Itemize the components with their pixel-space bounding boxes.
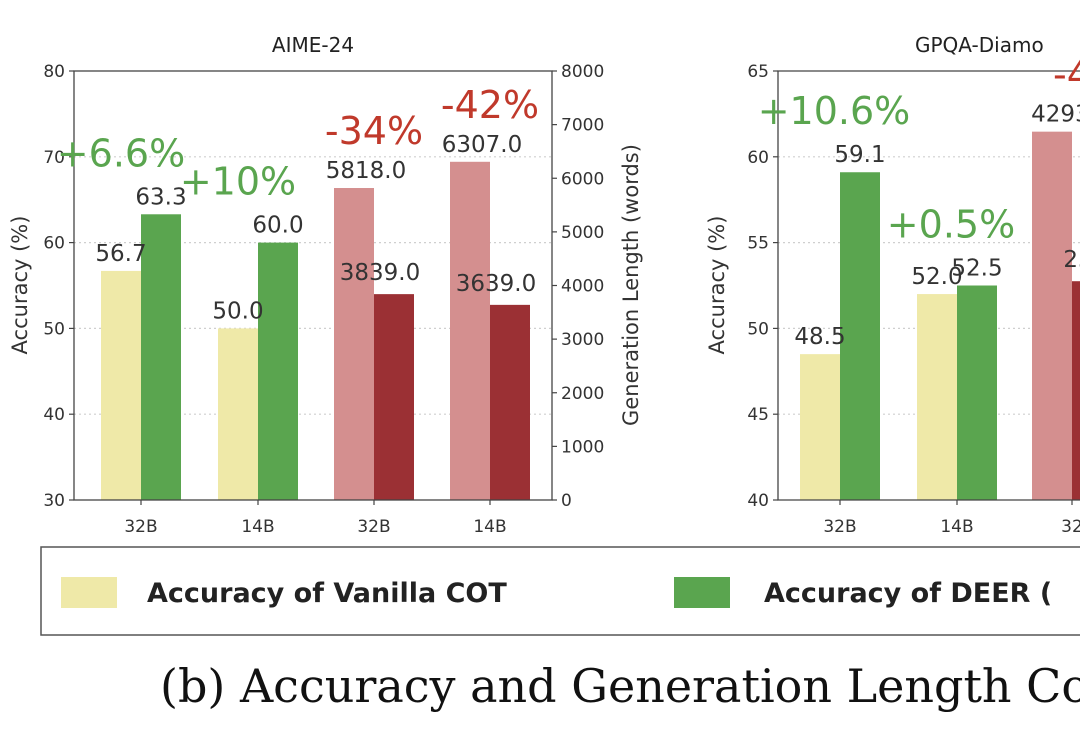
aime-x-ticks: 32B 14B 32B 14B xyxy=(124,500,507,537)
gpqa-title: GPQA-Diamo xyxy=(915,33,1044,57)
data-label-vanilla-accuracy: 56.7 xyxy=(95,241,146,267)
y-tick-label: 50 xyxy=(43,319,65,339)
legend-box xyxy=(40,546,1080,636)
data-label-vanilla-length: 4293. xyxy=(1031,102,1080,128)
y2-tick-label: 7000 xyxy=(561,116,604,136)
bar-vanilla-length xyxy=(1032,131,1072,501)
data-label-vanilla-accuracy: 48.5 xyxy=(794,324,845,350)
y2-tick-label: 4000 xyxy=(561,277,604,297)
bar-deer-accuracy xyxy=(840,172,880,500)
y-tick-label: 65 xyxy=(747,62,769,82)
aime-y-ticks: 30 40 50 60 70 80 xyxy=(43,62,74,511)
y-tick-label: 45 xyxy=(747,405,769,425)
data-label-deer-accuracy: 59.1 xyxy=(834,142,885,168)
y2-tick-label: 1000 xyxy=(561,437,604,457)
y2-tick-label: 8000 xyxy=(561,62,604,82)
gpqa-value-labels: 48.5 59.1 +10.6% 52.052.5 +0.5% 4293. 25 -4 xyxy=(758,53,1080,350)
figure-caption: (b) Accuracy and Generation Length Compa xyxy=(160,659,1080,713)
bar-vanilla-accuracy xyxy=(917,294,957,500)
y2-tick-label: 3000 xyxy=(561,330,604,350)
y-tick-label: 40 xyxy=(747,491,769,511)
data-label-deer-length: 3639.0 xyxy=(456,271,536,297)
legend-label-deer-accuracy: Accuracy of DEER ( xyxy=(764,578,1052,609)
delta-label-accuracy: +6.6% xyxy=(57,131,185,175)
data-label-vanilla-length: 6307.0 xyxy=(442,132,522,158)
data-label-deer-length: 3839.0 xyxy=(340,260,420,286)
data-label-deer-length: 25 xyxy=(1063,247,1080,273)
gpqa-panel: GPQA-Diamo 40 45 50 55 60 65 32B 14B 32 48.5 59.… xyxy=(705,33,1080,537)
delta-label-accuracy: +10.6% xyxy=(758,89,911,133)
legend-swatch-vanilla-accuracy xyxy=(61,577,117,608)
y-tick-label: 80 xyxy=(43,62,65,82)
y-tick-label: 50 xyxy=(747,319,769,339)
bar-vanilla-length xyxy=(334,188,374,500)
y2-tick-label: 0 xyxy=(561,491,572,511)
delta-label-accuracy: +10% xyxy=(180,160,296,204)
y-tick-label: 30 xyxy=(43,491,65,511)
data-label-vanilla-accuracy: 52.0 xyxy=(911,264,962,290)
bar-deer-accuracy xyxy=(957,285,997,500)
data-label-vanilla-accuracy: 50.0 xyxy=(212,298,263,324)
aime-panel: AIME-24 30 40 50 60 70 80 0 1000 2000 3000 4000 50… xyxy=(8,33,643,537)
delta-label-accuracy: +0.5% xyxy=(887,203,1015,247)
y-tick-label: 60 xyxy=(43,234,65,254)
bar-deer-length xyxy=(1072,281,1080,500)
aime-value-labels: 56.7 63.3 +6.6% 50.0 60.0 +10% 5818.0 3839.0 -34… xyxy=(57,83,539,325)
bar-vanilla-accuracy xyxy=(800,354,840,500)
bar-deer-accuracy xyxy=(141,214,181,500)
x-tick-label: 32B xyxy=(357,517,390,537)
data-label-deer-accuracy: 60.0 xyxy=(252,213,303,239)
y-tick-label: 60 xyxy=(747,148,769,168)
y2-tick-label: 2000 xyxy=(561,384,604,404)
aime-y2-ticks: 0 1000 2000 3000 4000 5000 6000 7000 8000 xyxy=(552,62,604,511)
gpqa-plot-frame xyxy=(777,70,1080,501)
gpqa-y-axis-title: Accuracy (%) xyxy=(705,216,729,355)
delta-label-length: -4 xyxy=(1053,53,1080,97)
delta-label-length: -34% xyxy=(325,109,423,153)
x-tick-label: 32B xyxy=(124,517,157,537)
aime-title: AIME-24 xyxy=(272,33,354,57)
y2-tick-label: 6000 xyxy=(561,169,604,189)
bar-deer-accuracy xyxy=(258,242,298,500)
x-tick-label: 32B xyxy=(823,517,856,537)
legend-swatch-deer-accuracy xyxy=(674,577,730,608)
bar-vanilla-length xyxy=(450,161,490,501)
y-tick-label: 55 xyxy=(747,234,769,254)
aime-y-axis-title: Accuracy (%) xyxy=(8,216,32,355)
y-tick-label: 70 xyxy=(43,148,65,168)
y2-tick-label: 5000 xyxy=(561,223,604,243)
gpqa-bars xyxy=(800,131,1080,501)
bar-vanilla-accuracy xyxy=(101,270,141,500)
data-label-deer-accuracy: 52.5 xyxy=(951,256,1002,282)
aime-bars xyxy=(101,161,530,501)
bar-deer-length xyxy=(374,294,414,500)
x-tick-label: 32 xyxy=(1061,517,1080,537)
legend: Accuracy of Vanilla COT Accuracy of DEER… xyxy=(40,546,1080,636)
x-tick-label: 14B xyxy=(940,517,973,537)
data-label-deer-accuracy: 63.3 xyxy=(135,184,186,210)
gpqa-y-ticks: 40 45 50 55 60 65 xyxy=(747,62,778,511)
data-label-vanilla-length: 5818.0 xyxy=(326,158,406,184)
aime-y2-axis-title: Generation Length (words) xyxy=(619,144,643,426)
bar-vanilla-accuracy xyxy=(218,328,258,500)
x-tick-label: 14B xyxy=(473,517,506,537)
gpqa-x-ticks: 32B 14B 32 xyxy=(823,500,1080,537)
x-tick-label: 14B xyxy=(241,517,274,537)
delta-label-length: -42% xyxy=(441,83,539,127)
legend-label-vanilla-accuracy: Accuracy of Vanilla COT xyxy=(147,578,507,609)
y-tick-label: 40 xyxy=(43,405,65,425)
bar-deer-length xyxy=(490,304,530,500)
